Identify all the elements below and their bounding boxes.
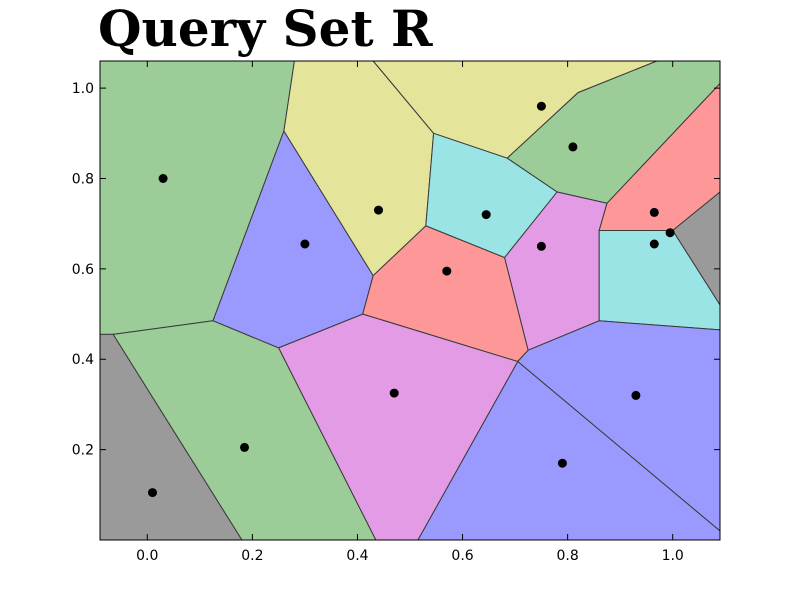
- data-point-3: [374, 205, 383, 215]
- data-point-2: [300, 239, 310, 249]
- data-point-9: [649, 207, 659, 217]
- data-point-5: [481, 210, 491, 220]
- x-tick-label: 0.0: [136, 548, 158, 564]
- voronoi-points: [148, 101, 675, 498]
- data-point-8: [536, 241, 546, 251]
- x-tick-label: 1.0: [662, 548, 684, 564]
- y-axis-ticks: 0.2 0.4 0.6 0.8 1.0: [72, 81, 720, 459]
- x-tick-label: 0.4: [346, 548, 368, 564]
- data-point-15: [557, 458, 567, 468]
- plot-frame: [99, 60, 721, 541]
- data-point-13: [240, 442, 249, 452]
- x-tick-label: 0.2: [241, 548, 263, 564]
- data-point-12: [148, 488, 157, 498]
- x-tick-label: 0.8: [556, 548, 578, 564]
- y-tick-label: 0.4: [72, 352, 94, 368]
- data-point-6: [536, 101, 546, 111]
- data-point-11: [665, 228, 675, 238]
- y-tick-label: 0.8: [72, 171, 94, 187]
- chart-title: Query Set R: [98, 0, 433, 58]
- x-axis-ticks: 0.0 0.2 0.4 0.6 0.8 1.0: [136, 61, 684, 564]
- y-tick-label: 1.0: [72, 81, 94, 97]
- x-tick-label: 0.6: [451, 548, 473, 564]
- data-point-7: [568, 142, 578, 152]
- data-point-10: [649, 239, 659, 249]
- voronoi-regions: [99, 60, 721, 541]
- data-point-1: [158, 174, 168, 183]
- data-point-4: [442, 266, 452, 276]
- y-tick-label: 0.2: [72, 443, 94, 459]
- y-tick-label: 0.6: [72, 262, 94, 278]
- data-point-14: [389, 388, 399, 398]
- data-point-16: [631, 390, 641, 400]
